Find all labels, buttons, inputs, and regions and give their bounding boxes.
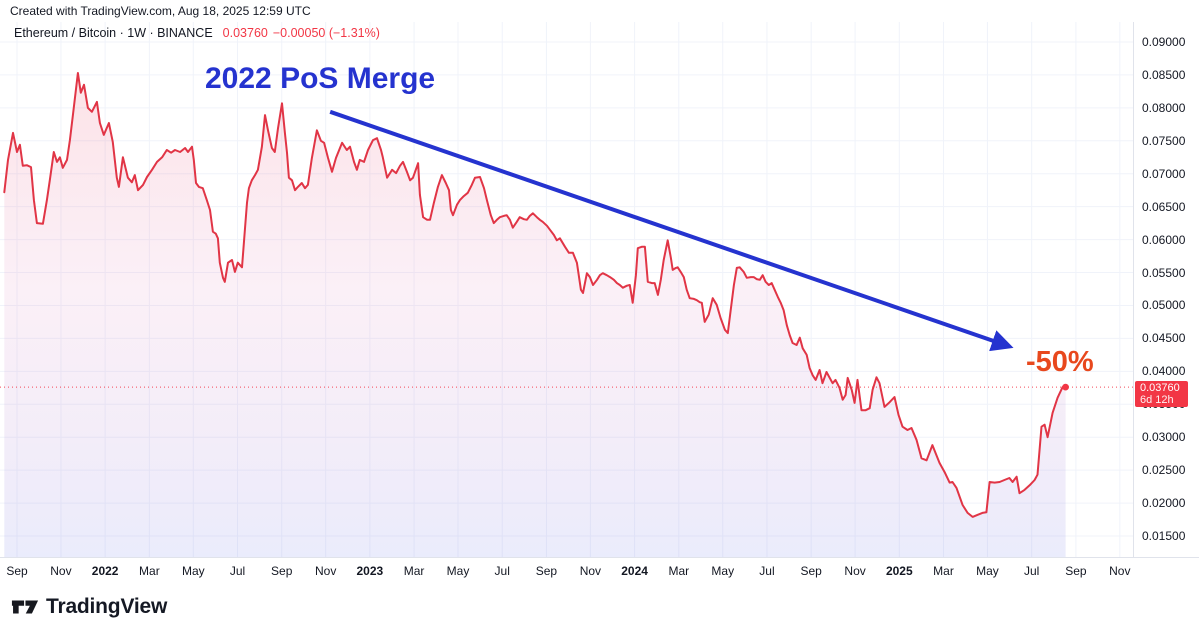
time-tick-label: Sep — [6, 564, 28, 578]
price-tick-label: 0.05500 — [1142, 265, 1186, 280]
time-tick-label: Mar — [668, 564, 690, 578]
tradingview-brand-text: TradingView — [46, 595, 168, 618]
tradingview-logo-icon — [11, 600, 39, 614]
time-tick-label: May — [711, 564, 735, 578]
price-tick-label: 0.02000 — [1142, 496, 1186, 511]
created-with-note: Created with TradingView.com, Aug 18, 20… — [10, 4, 311, 18]
time-tick-label: Sep — [271, 564, 293, 578]
price-tick-label: 0.06000 — [1142, 232, 1186, 247]
annotation-pos-merge-label: 2022 PoS Merge — [205, 62, 436, 95]
series-area-fill — [4, 73, 1066, 557]
time-tick-label: 2022 — [91, 564, 119, 578]
price-tick-label: 0.03000 — [1142, 430, 1186, 445]
time-tick-label: Mar — [933, 564, 954, 578]
price-tick-label: 0.05000 — [1142, 298, 1186, 313]
annotation-arrow[interactable] — [329, 109, 1014, 352]
price-tick-label: 0.01500 — [1142, 529, 1186, 543]
time-tick-label: Sep — [800, 564, 822, 578]
price-tick-label: 0.08500 — [1142, 67, 1186, 82]
time-tick-label: Mar — [139, 564, 160, 578]
price-tick-label: 0.08000 — [1142, 100, 1186, 115]
annotation-drop-percent-label: -50% — [1026, 346, 1094, 378]
last-price-value: 0.03760 — [1140, 382, 1180, 394]
price-tick-label: 0.04000 — [1142, 364, 1186, 379]
bar-countdown: 6d 12h — [1140, 394, 1174, 406]
price-tick-label: 0.09000 — [1142, 35, 1186, 49]
time-tick-label: Jul — [494, 564, 510, 578]
time-tick-label: 2024 — [621, 564, 648, 578]
time-tick-label: Nov — [314, 564, 337, 578]
last-price-badge: 0.03760 6d 12h — [1135, 381, 1188, 407]
time-tick-label: May — [181, 564, 205, 578]
time-tick-label: Jul — [759, 564, 775, 578]
time-tick-label: Nov — [844, 564, 866, 578]
time-tick-label: Mar — [403, 564, 425, 578]
symbol-title: Ethereum / Bitcoin · 1W · BINANCE — [14, 26, 213, 40]
price-tick-label: 0.04500 — [1142, 331, 1186, 346]
time-tick-label: Nov — [50, 564, 72, 578]
price-tick-label: 0.07000 — [1142, 166, 1186, 181]
time-tick-label: May — [976, 564, 999, 578]
last-point-dot — [1062, 383, 1069, 391]
symbol-legend[interactable]: Ethereum / Bitcoin · 1W · BINANCE 0.03760… — [14, 26, 380, 40]
legend-change: −0.00050 (−1.31%) — [272, 26, 380, 40]
price-tick-label: 0.06500 — [1142, 199, 1186, 214]
time-tick-label: Sep — [535, 564, 558, 578]
time-tick-label: Sep — [1065, 564, 1087, 578]
price-tick-label: 0.07500 — [1142, 133, 1186, 148]
time-tick-label: Nov — [579, 564, 602, 578]
price-tick-label: 0.02500 — [1142, 463, 1186, 478]
series-line — [3, 72, 1067, 518]
time-tick-label: May — [446, 564, 470, 578]
time-tick-label: Nov — [1109, 564, 1131, 578]
time-tick-label: Jul — [1023, 564, 1040, 578]
legend-last-price: 0.03760 — [222, 26, 268, 40]
time-tick-label: 2023 — [356, 564, 384, 578]
time-tick-label: 2025 — [885, 564, 913, 578]
footer-brand-bar[interactable]: TradingView — [11, 593, 167, 621]
time-tick-label: Jul — [229, 564, 246, 578]
